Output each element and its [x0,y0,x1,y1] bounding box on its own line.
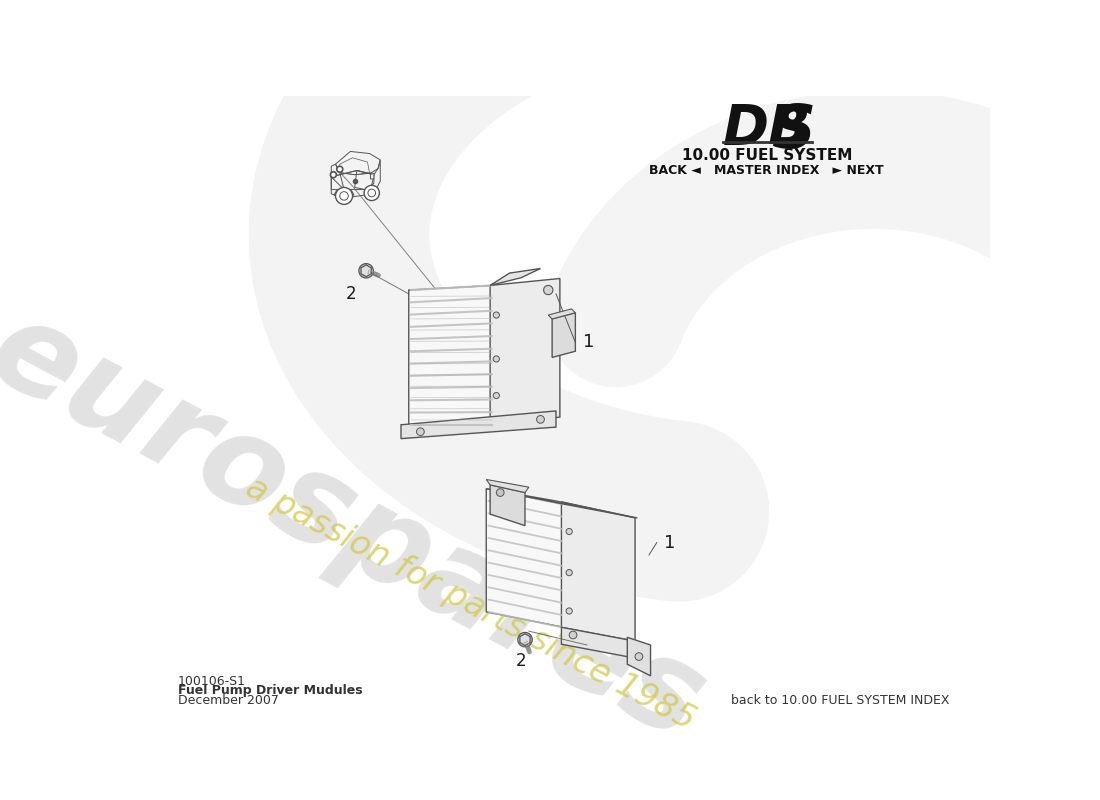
Text: 2: 2 [516,652,527,670]
Circle shape [543,286,553,294]
Text: 10.00 FUEL SYSTEM: 10.00 FUEL SYSTEM [682,148,852,163]
Circle shape [336,187,353,204]
Polygon shape [371,174,374,179]
Text: 1: 1 [664,534,675,552]
Circle shape [493,356,499,362]
Circle shape [330,172,337,178]
Polygon shape [561,627,635,658]
Text: S: S [771,102,815,161]
Text: Fuel Pump Driver Mudules: Fuel Pump Driver Mudules [178,684,362,698]
Text: 100106-S1: 100106-S1 [178,675,245,688]
Circle shape [417,428,425,435]
Circle shape [566,608,572,614]
Polygon shape [552,313,575,358]
Text: eurospares: eurospares [0,288,724,766]
Polygon shape [561,502,635,641]
Polygon shape [409,286,494,425]
Polygon shape [361,265,372,277]
Circle shape [337,166,343,172]
Circle shape [566,529,572,534]
Text: a passion for parts since 1985: a passion for parts since 1985 [241,471,701,737]
Circle shape [635,653,642,661]
Text: DB: DB [723,102,811,156]
Polygon shape [491,269,540,286]
Polygon shape [486,489,637,518]
Circle shape [496,489,504,496]
Polygon shape [548,309,575,319]
Circle shape [569,631,576,639]
Polygon shape [491,278,560,425]
Circle shape [493,312,499,318]
Polygon shape [402,411,556,438]
Polygon shape [520,634,530,646]
Circle shape [566,570,572,576]
Polygon shape [627,638,650,676]
Circle shape [537,415,544,423]
Circle shape [364,186,380,201]
Polygon shape [491,485,525,526]
Circle shape [518,633,532,647]
Polygon shape [486,479,529,493]
Text: 1: 1 [583,334,594,351]
Circle shape [359,263,373,278]
Text: BACK ◄   MASTER INDEX   ► NEXT: BACK ◄ MASTER INDEX ► NEXT [649,164,884,177]
Polygon shape [486,489,563,627]
Text: 2: 2 [345,285,356,303]
Text: December 2007: December 2007 [178,694,278,706]
Circle shape [493,393,499,398]
Text: back to 10.00 FUEL SYSTEM INDEX: back to 10.00 FUEL SYSTEM INDEX [732,694,949,706]
